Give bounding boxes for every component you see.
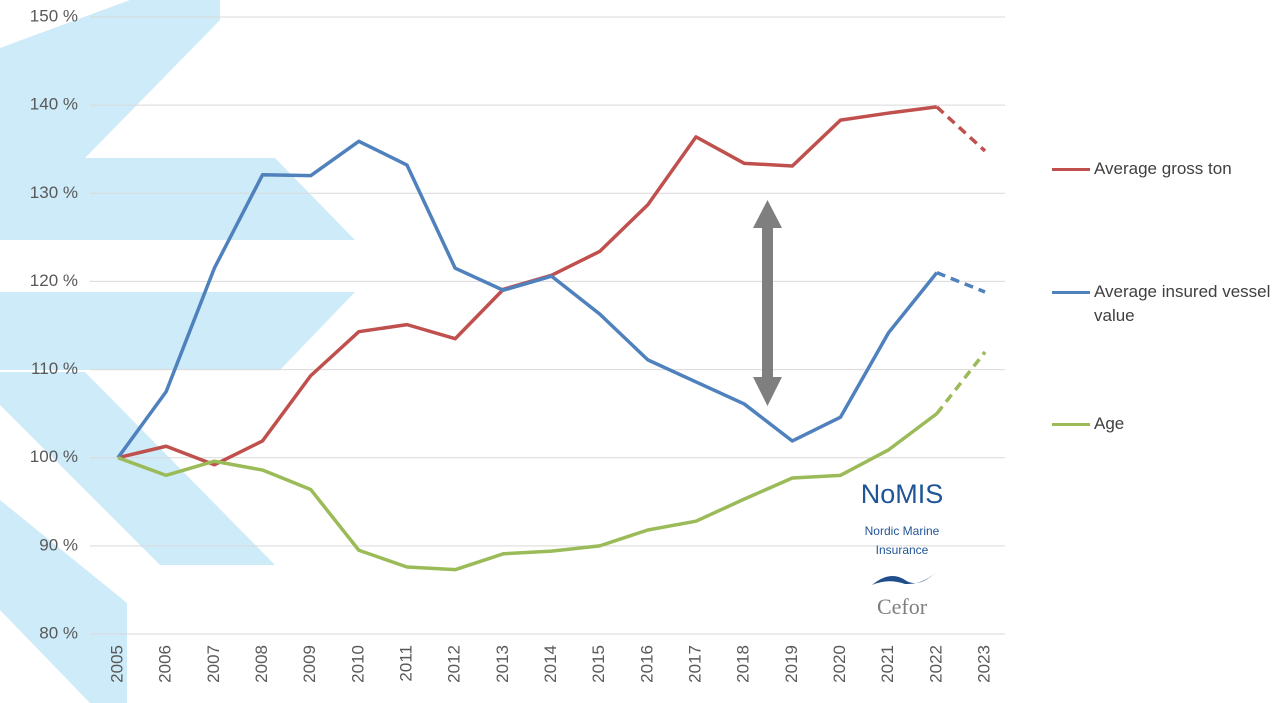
y-tick-label: 80 % [39,623,78,642]
x-tick-label: 2007 [204,645,223,683]
x-tick-label: 2015 [589,645,608,683]
projection-line [935,350,987,415]
x-tick-label: 2013 [493,645,512,683]
projection-line [935,105,987,153]
logo: NoMIS Nordic Marine Insurance Cefor [861,479,944,619]
logo-wave [872,568,940,585]
series-line [116,139,939,459]
logo-subtitle: Nordic Marine [865,524,940,538]
y-tick-label: 120 % [30,271,78,290]
x-tick-label: 2020 [830,645,849,683]
logo-name: NoMIS [861,479,944,509]
x-tick-label: 2021 [878,645,897,683]
series-line [117,412,938,572]
x-tick-label: 2014 [541,645,560,683]
legend-item: Average gross ton [1052,157,1274,181]
x-tick-label: 2018 [734,645,753,683]
x-tick-label: 2009 [300,645,319,683]
x-tick-label: 2010 [348,645,367,683]
y-tick-label: 90 % [39,535,78,554]
legend-item: Age [1052,412,1274,436]
x-tick-label: 2016 [637,645,656,683]
y-tick-label: 150 % [30,6,78,25]
legend-swatch [1052,291,1090,294]
legend-label: Average insured vessel value [1094,282,1271,325]
logo-brand: Cefor [877,594,928,619]
y-tick-label: 110 % [31,359,78,378]
x-tick-label: 2005 [107,645,126,683]
background-chevrons [0,0,355,703]
legend-item: Average insured vessel value [1052,280,1274,328]
x-tick-label: 2011 [396,645,415,682]
x-tick-label: 2017 [685,645,704,683]
y-tick-label: 100 % [30,447,78,466]
x-tick-label: 2022 [926,645,945,683]
legend-swatch [1052,168,1090,171]
logo-subtitle: Insurance [876,543,929,557]
y-tick-label: 130 % [30,183,78,202]
x-tick-label: 2006 [156,645,175,683]
x-tick-label: 2019 [782,645,801,683]
legend-swatch [1052,423,1090,426]
projection-line [936,270,986,294]
x-tick-label: 2008 [252,645,271,683]
gap-arrow [753,200,782,406]
x-tick-label: 2012 [445,645,464,683]
y-tick-label: 140 % [30,95,78,114]
x-tick-label: 2023 [974,645,993,683]
legend-label: Average gross ton [1094,159,1232,178]
legend-label: Age [1094,414,1125,433]
